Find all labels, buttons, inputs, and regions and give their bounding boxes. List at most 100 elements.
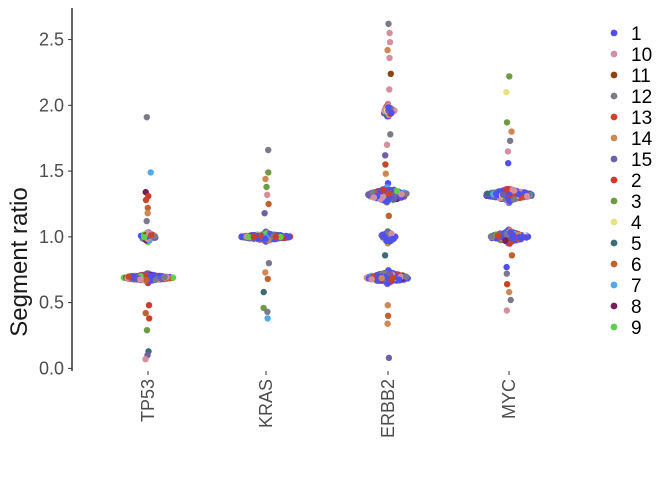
outlier-point xyxy=(503,89,510,96)
outlier-point xyxy=(260,288,267,296)
legend-label: 1 xyxy=(631,24,642,45)
legend-swatch xyxy=(610,302,618,310)
legend-swatch xyxy=(610,134,618,142)
legend-label: 5 xyxy=(631,234,642,255)
legend-label: 15 xyxy=(631,150,652,171)
legend-label: 11 xyxy=(631,66,651,87)
data-point xyxy=(506,197,513,205)
outlier-point xyxy=(503,119,511,126)
x-tick-label: ERBB2 xyxy=(378,379,398,438)
data-point xyxy=(511,187,518,194)
data-point xyxy=(502,237,509,244)
data-point xyxy=(389,235,396,243)
data-point xyxy=(245,233,253,241)
data-point xyxy=(519,233,526,241)
outlier-point xyxy=(386,86,393,93)
outlier-point xyxy=(381,252,389,259)
x-axis-ticks: TP53 KRAS ERBB2 MYC xyxy=(138,371,519,438)
outlier-point xyxy=(385,212,392,219)
data-point xyxy=(389,274,396,281)
data-point xyxy=(384,280,391,287)
data-point xyxy=(277,233,284,241)
data-point xyxy=(388,109,395,117)
outlier-point xyxy=(144,210,151,217)
outlier-point xyxy=(142,356,149,363)
legend-label: 4 xyxy=(631,213,642,234)
legend-swatch xyxy=(610,239,618,247)
outlier-point xyxy=(265,260,273,267)
outlier-point xyxy=(265,200,272,208)
outlier-point xyxy=(263,183,270,191)
legend-swatch xyxy=(610,176,618,184)
outlier-point xyxy=(142,196,150,204)
outlier-point xyxy=(143,327,151,334)
y-axis-ticks: 0.0 0.5 1.0 1.5 2.0 2.5 xyxy=(39,30,72,378)
y-tick-label: 2.5 xyxy=(39,30,64,50)
data-point xyxy=(285,233,293,241)
outlier-point xyxy=(503,307,510,314)
data-point xyxy=(370,194,378,201)
outlier-point xyxy=(505,160,512,167)
outlier-point xyxy=(142,309,149,317)
outlier-point xyxy=(143,217,150,225)
data-point xyxy=(510,196,518,203)
outlier-point xyxy=(506,137,514,144)
data-point xyxy=(503,186,510,193)
legend-label: 9 xyxy=(631,318,642,339)
legend-swatch xyxy=(610,197,618,205)
data-point xyxy=(147,232,155,239)
data-point xyxy=(250,233,257,240)
legend-label: 7 xyxy=(631,276,642,297)
outlier-point xyxy=(145,302,153,309)
outlier-point xyxy=(382,170,389,177)
outlier-point xyxy=(265,146,272,154)
outlier-point xyxy=(144,204,151,212)
outlier-point xyxy=(143,114,150,121)
outlier-point xyxy=(504,148,512,155)
data-point xyxy=(380,186,387,193)
data-point xyxy=(143,276,150,284)
y-tick-label: 1.0 xyxy=(39,227,64,247)
data-point xyxy=(378,274,385,282)
data-point xyxy=(379,231,386,238)
legend-swatch xyxy=(610,323,618,331)
data-point xyxy=(396,276,403,283)
outlier-point xyxy=(382,161,389,168)
legend-swatch xyxy=(610,71,618,79)
outlier-point xyxy=(262,175,269,183)
outlier-point xyxy=(264,275,271,283)
outlier-point xyxy=(508,128,515,135)
y-axis-title: Segment ratio xyxy=(6,187,33,336)
outlier-point xyxy=(503,263,510,271)
outlier-point xyxy=(147,169,154,176)
outlier-point xyxy=(387,131,394,138)
data-point xyxy=(384,197,392,204)
data-point xyxy=(169,274,177,281)
legend-swatch xyxy=(610,260,618,268)
outlier-point xyxy=(264,308,271,315)
x-tick-label: TP53 xyxy=(138,379,158,422)
outlier-point xyxy=(503,281,511,288)
y-tick-label: 0.5 xyxy=(39,293,64,313)
outlier-point xyxy=(384,46,391,54)
legend-label: 8 xyxy=(631,297,642,318)
data-point xyxy=(385,104,392,111)
outlier-point xyxy=(262,269,269,276)
outlier-point xyxy=(508,252,516,259)
data-point xyxy=(368,276,375,283)
y-tick-label: 2.0 xyxy=(39,95,64,115)
legend-swatch xyxy=(610,281,618,289)
data-point xyxy=(388,230,395,237)
data-point xyxy=(487,233,495,240)
outlier-point xyxy=(146,315,153,322)
legend-label: 14 xyxy=(631,129,653,150)
legend-label: 12 xyxy=(631,87,652,108)
data-point xyxy=(125,273,133,280)
legend-label: 3 xyxy=(631,192,642,213)
outlier-point xyxy=(503,270,510,277)
x-tick-label: KRAS xyxy=(256,379,276,428)
outlier-point xyxy=(506,288,513,296)
data-point xyxy=(493,190,500,197)
data-point xyxy=(484,190,491,197)
